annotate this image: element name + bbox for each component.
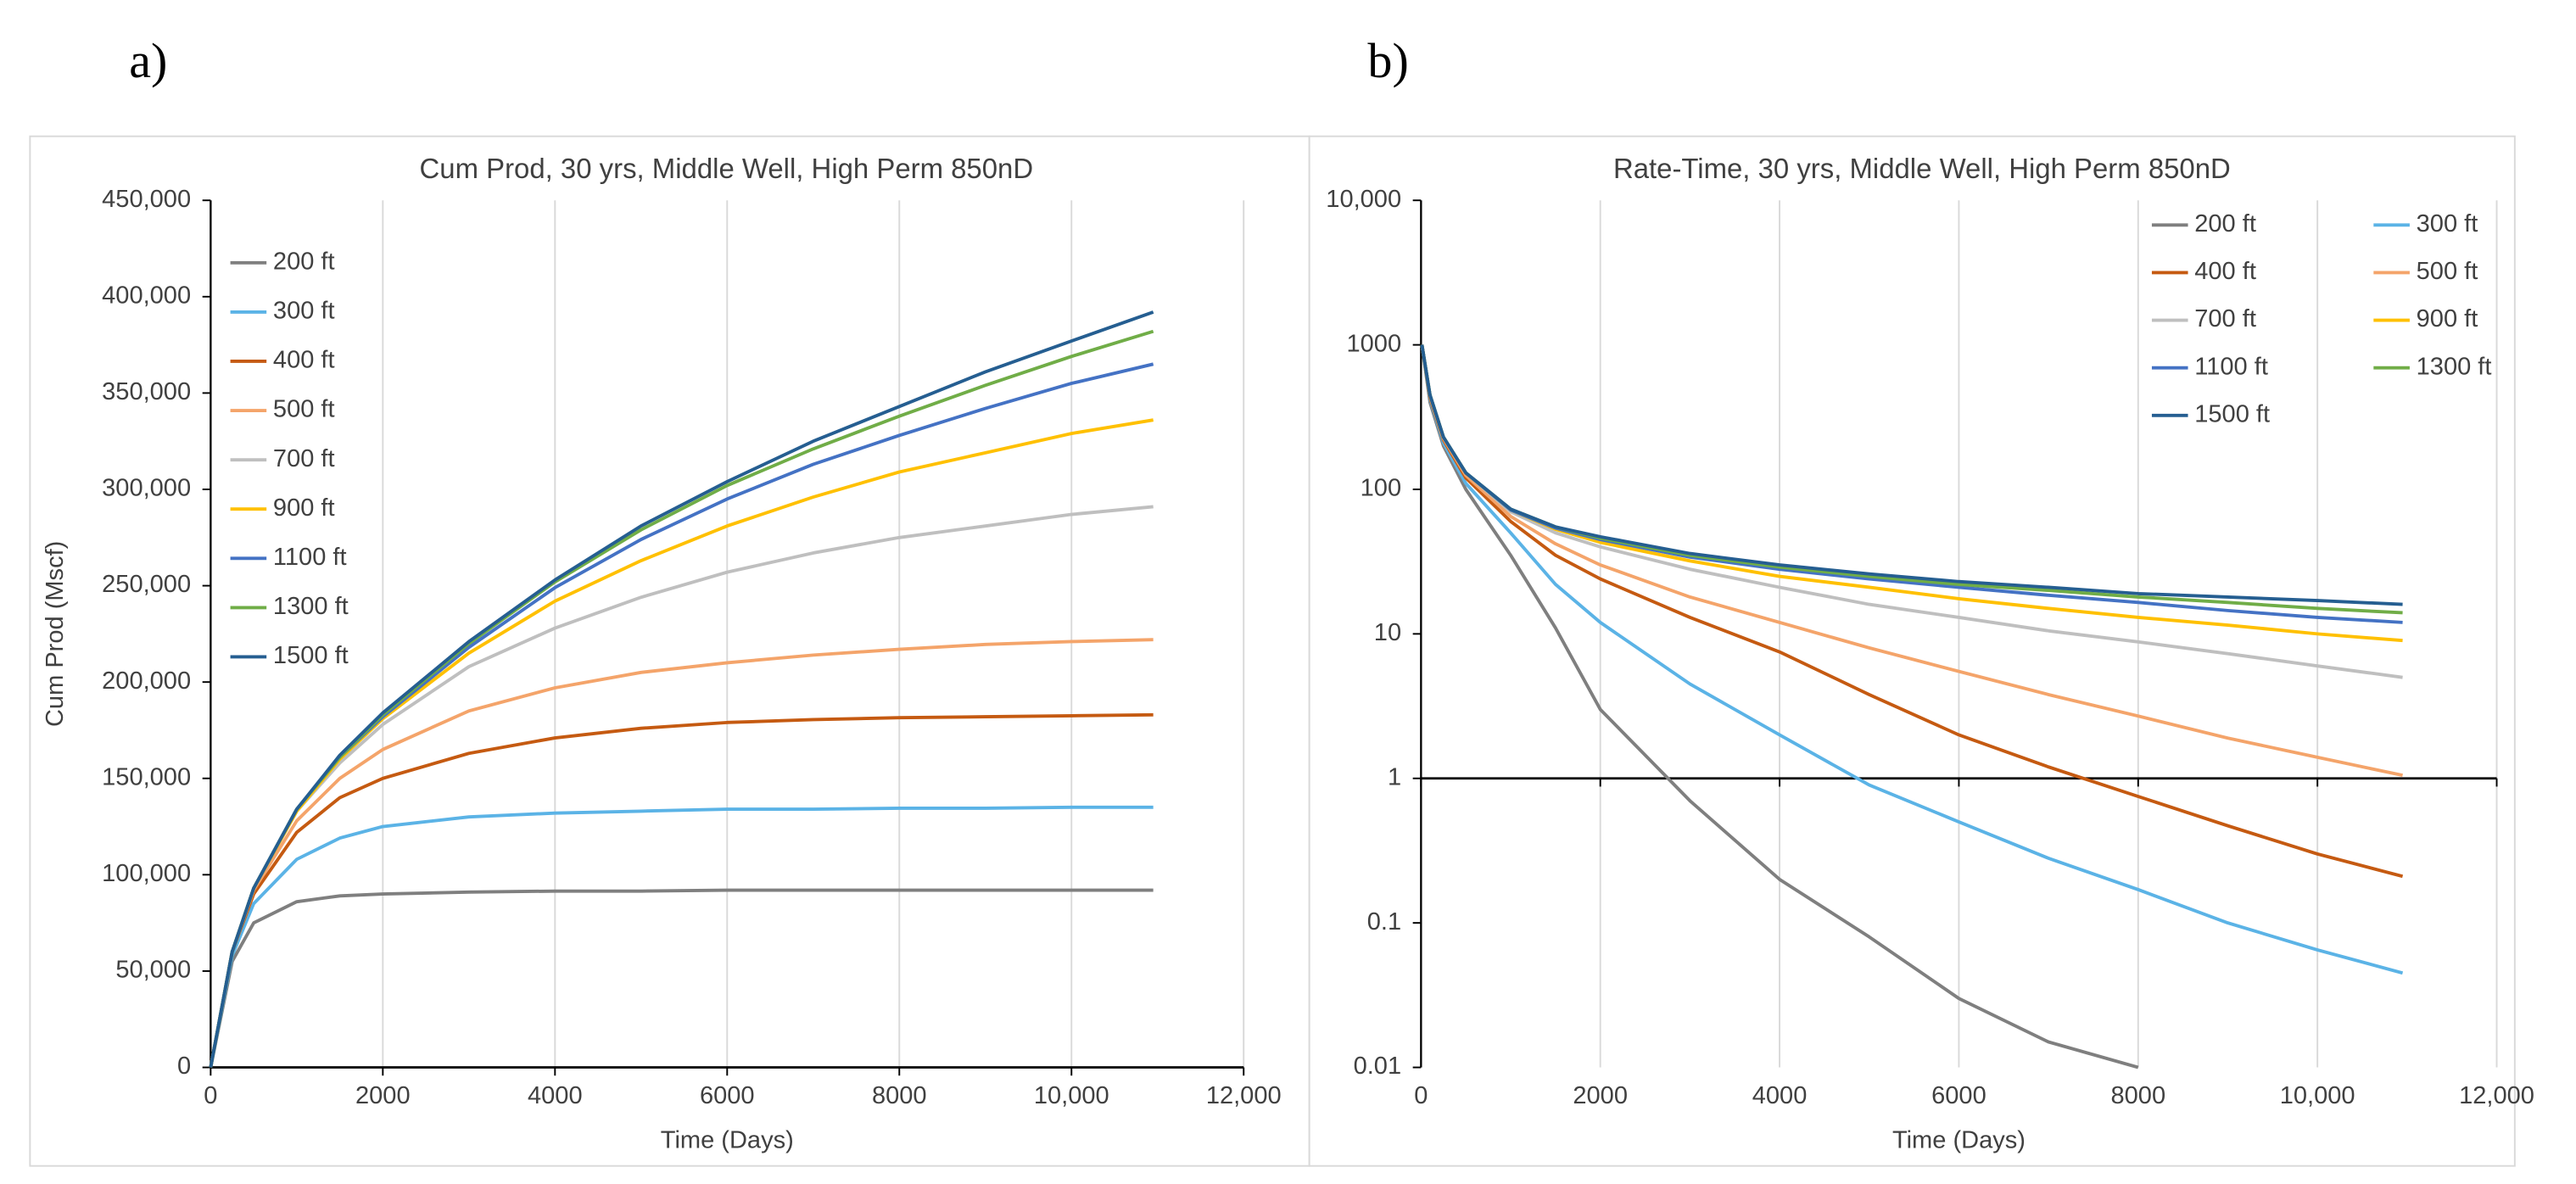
panel-label: b): [1367, 33, 1408, 88]
x-tick-label: 4000: [528, 1082, 583, 1109]
x-tick-label: 10,000: [2280, 1082, 2355, 1109]
x-tick-label: 8000: [872, 1082, 927, 1109]
legend-label: 1500 ft: [273, 642, 349, 669]
x-tick-label: 12,000: [1206, 1082, 1282, 1109]
y-tick-label: 1000: [1347, 330, 1402, 357]
chart-frame: [29, 135, 1310, 1167]
x-tick-label: 0: [204, 1082, 217, 1109]
legend-label: 900 ft: [273, 494, 335, 522]
legend-label: 500 ft: [273, 396, 335, 423]
chart-frame: [1308, 135, 2516, 1167]
y-tick-label: 100: [1361, 475, 1401, 502]
legend-label: 300 ft: [2417, 210, 2478, 237]
legend-label: 300 ft: [273, 298, 335, 325]
legend-label: 1100 ft: [273, 544, 347, 571]
legend-label: 400 ft: [273, 347, 335, 374]
legend-label: 1100 ft: [2194, 353, 2268, 380]
y-tick-label: 200,000: [102, 667, 191, 695]
y-tick-label: 250,000: [102, 571, 191, 598]
legend-label: 500 ft: [2417, 258, 2478, 285]
y-tick-label: 0.1: [1367, 908, 1401, 935]
legend-label: 1300 ft: [273, 593, 349, 620]
series-line: [209, 638, 1154, 1068]
x-tick-label: 4000: [1752, 1082, 1808, 1109]
series-line: [209, 805, 1154, 1068]
legend-label: 700 ft: [273, 445, 335, 472]
y-tick-label: 150,000: [102, 763, 191, 790]
y-tick-label: 100,000: [102, 860, 191, 887]
y-axis-title: Cum Prod (Mscf): [42, 541, 69, 727]
x-tick-label: 6000: [1931, 1082, 1986, 1109]
y-tick-label: 0.01: [1354, 1053, 1402, 1080]
x-axis-title: Time (Days): [661, 1126, 794, 1153]
x-tick-label: 8000: [2111, 1082, 2166, 1109]
x-tick-label: 0: [1414, 1082, 1428, 1109]
x-tick-label: 10,000: [1034, 1082, 1109, 1109]
legend-label: 200 ft: [2194, 210, 2256, 237]
chart-title: Cum Prod, 30 yrs, Middle Well, High Perm…: [420, 153, 1034, 184]
legend-label: 900 ft: [2417, 305, 2478, 332]
legend-label: 1500 ft: [2194, 401, 2270, 428]
x-tick-label: 2000: [1573, 1082, 1628, 1109]
x-tick-label: 2000: [355, 1082, 411, 1109]
series-line: [209, 712, 1154, 1068]
panel-label: a): [129, 33, 167, 88]
x-tick-label: 12,000: [2459, 1082, 2534, 1109]
y-tick-label: 10: [1374, 619, 1401, 646]
y-tick-label: 0: [177, 1053, 191, 1080]
y-tick-label: 10,000: [1326, 186, 1401, 213]
legend-label: 700 ft: [2194, 305, 2256, 332]
y-tick-label: 400,000: [102, 282, 191, 309]
legend-label: 400 ft: [2194, 258, 2256, 285]
series-line: [1420, 344, 2404, 975]
x-axis-title: Time (Days): [1892, 1126, 2026, 1153]
y-tick-label: 50,000: [115, 957, 191, 984]
series-line: [209, 888, 1154, 1068]
y-tick-label: 350,000: [102, 378, 191, 405]
y-tick-label: 1: [1388, 763, 1401, 790]
legend-label: 200 ft: [273, 248, 335, 275]
chart-title: Rate-Time, 30 yrs, Middle Well, High Per…: [1613, 153, 2231, 184]
x-tick-label: 6000: [700, 1082, 755, 1109]
series-line: [1420, 344, 2403, 606]
y-tick-label: 300,000: [102, 475, 191, 502]
legend-label: 1300 ft: [2417, 353, 2492, 380]
series-line: [209, 310, 1154, 1068]
y-tick-label: 450,000: [102, 186, 191, 213]
